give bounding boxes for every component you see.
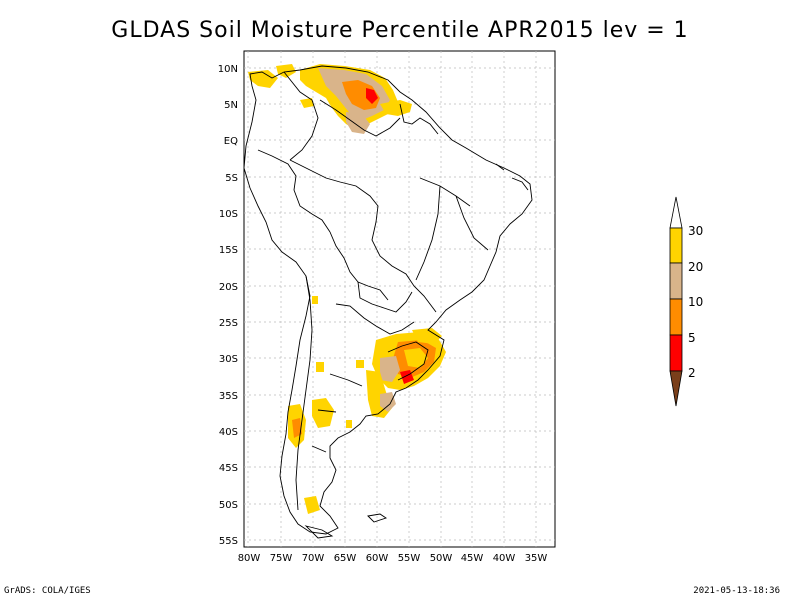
lat-label: 5N — [224, 100, 238, 111]
border-venezuela — [319, 99, 401, 137]
map-title: GLDAS Soil Moisture Percentile APR2015 l… — [111, 18, 689, 43]
lon-label: 70W — [302, 553, 325, 564]
lon-label: 35W — [525, 553, 548, 564]
lon-label: 65W — [334, 553, 357, 564]
lon-label: 80W — [238, 553, 261, 564]
lat-label: 20S — [219, 282, 238, 293]
border-argentina-provinces — [311, 373, 363, 453]
lon-label: 45W — [461, 553, 484, 564]
border-colombia — [283, 71, 319, 161]
colorbar-label: 5 — [688, 331, 696, 345]
tierra-del-fuego — [304, 525, 334, 539]
map-frame — [243, 50, 556, 548]
colorbar-swatch-20 — [669, 262, 683, 300]
lat-label: 55S — [219, 536, 238, 547]
lat-label: 40S — [219, 427, 238, 438]
border-bolivia — [329, 231, 389, 301]
falkland-islands — [367, 513, 388, 523]
colorbar-label: 30 — [688, 224, 703, 238]
lat-label: 5S — [225, 173, 238, 184]
border-brazil-states — [415, 177, 489, 281]
border-guyanas — [399, 103, 439, 135]
border-brazil-west — [289, 159, 437, 313]
colorbar-labels: 30 20 10 5 2 — [688, 224, 703, 380]
colorbar-top-arrow — [669, 196, 683, 229]
lat-label: 30S — [219, 354, 238, 365]
northeast-coast-detail — [495, 163, 529, 191]
colorbar-swatch-10 — [669, 298, 683, 336]
lat-label: 45S — [219, 463, 238, 474]
colorbar-swatch-5 — [669, 334, 683, 372]
coastlines-and-borders — [243, 65, 533, 539]
colorbar-label: 10 — [688, 295, 703, 309]
lat-label: 35S — [219, 391, 238, 402]
colorbar-swatch-30 — [669, 227, 683, 264]
lat-label: 15S — [219, 245, 238, 256]
colorbar-label: 20 — [688, 260, 703, 274]
lon-label: 60W — [366, 553, 389, 564]
latitude-labels: 10N 5N EQ 5S 10S 15S 20S 25S 30S 35S 40S… — [218, 64, 238, 547]
percentile-shading — [248, 64, 446, 514]
lon-label: 55W — [398, 553, 421, 564]
south-america-coastline — [243, 65, 533, 535]
border-chile-argentina — [295, 275, 313, 511]
lat-label: EQ — [224, 136, 238, 147]
border-uruguay — [387, 341, 429, 381]
lat-label: 10N — [218, 64, 238, 75]
lon-label: 40W — [493, 553, 516, 564]
footer-timestamp: 2021-05-13-18:36 — [693, 586, 780, 596]
border-peru-ecuador — [257, 149, 331, 233]
border-paraguay — [357, 281, 413, 313]
lat-label: 10S — [219, 209, 238, 220]
lat-label: 25S — [219, 318, 238, 329]
footer-credit: GrADS: COLA/IGES — [4, 586, 91, 596]
lat-label: 50S — [219, 500, 238, 511]
lon-label: 75W — [270, 553, 293, 564]
colorbar-bottom-arrow — [669, 370, 683, 407]
colorbar-label: 2 — [688, 366, 696, 380]
longitude-labels: 80W 75W 70W 65W 60W 55W 50W 45W 40W 35W — [238, 553, 548, 564]
color-bar — [669, 196, 683, 407]
border-argentina-north — [335, 303, 415, 335]
lon-label: 50W — [430, 553, 453, 564]
